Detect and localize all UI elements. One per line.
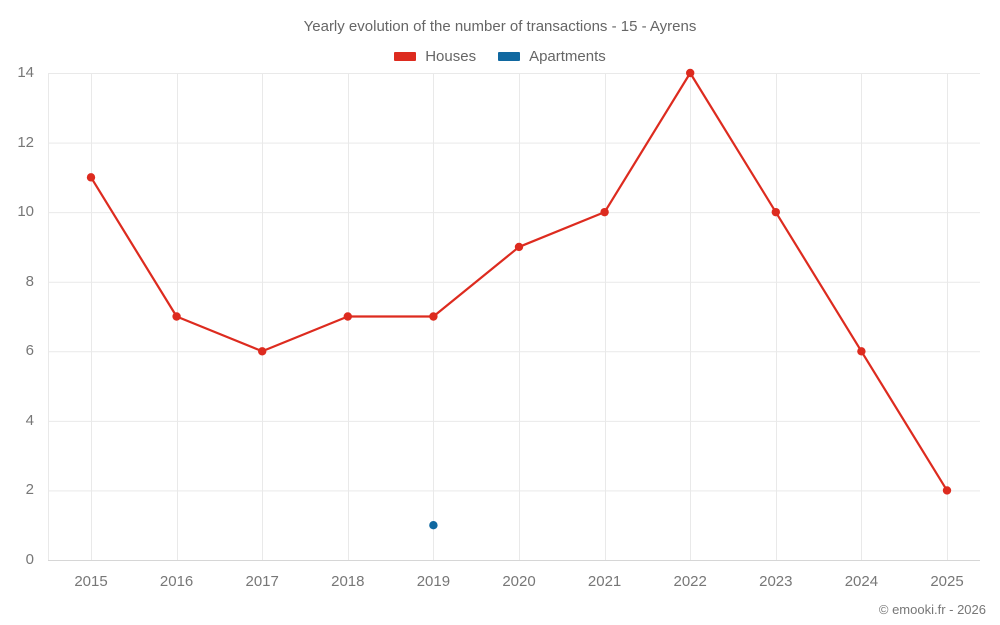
- x-axis-tick-label: 2020: [502, 573, 536, 590]
- y-axis-tick-label: 0: [25, 551, 34, 568]
- y-axis-tick-label: 6: [25, 342, 34, 360]
- y-axis-tick-label: 4: [25, 411, 34, 429]
- legend-item-houses[interactable]: Houses: [394, 48, 476, 65]
- y-axis-tick-label: 14: [17, 64, 34, 81]
- x-axis-tick-label: 2018: [331, 573, 365, 590]
- data-point-houses[interactable]: [429, 312, 438, 321]
- copyright-credit: © emooki.fr - 2026: [878, 602, 986, 617]
- data-point-houses[interactable]: [172, 312, 181, 321]
- data-point-apartments[interactable]: [429, 521, 438, 530]
- data-point-houses[interactable]: [343, 312, 352, 321]
- x-axis-tick-label: 2023: [759, 573, 793, 590]
- y-axis-tick-label: 8: [25, 272, 34, 290]
- x-axis-tick-label: 2015: [74, 573, 108, 590]
- legend-swatch-apartments: [498, 51, 521, 61]
- legend-swatch-houses: [394, 51, 417, 61]
- legend-item-apartments[interactable]: Apartments: [498, 48, 606, 65]
- chart-title: Yearly evolution of the number of transa…: [303, 18, 697, 35]
- legend-label-houses: Houses: [425, 47, 477, 65]
- data-point-houses[interactable]: [942, 486, 952, 495]
- data-point-houses[interactable]: [514, 242, 524, 252]
- x-axis-tick-label: 2021: [587, 573, 622, 590]
- x-axis-tick-label: 2022: [673, 573, 707, 590]
- data-point-houses[interactable]: [86, 173, 96, 182]
- x-axis-tick-label: 2017: [245, 573, 279, 590]
- x-axis-tick-label: 2019: [416, 573, 451, 590]
- y-axis-tick-label: 2: [25, 481, 34, 499]
- y-axis-tick-label: 10: [17, 203, 34, 221]
- data-point-houses[interactable]: [258, 347, 267, 356]
- x-axis-tick-label: 2025: [930, 573, 964, 590]
- data-point-houses[interactable]: [771, 207, 780, 217]
- x-axis-tick-label: 2024: [844, 573, 879, 590]
- data-point-houses[interactable]: [600, 207, 609, 217]
- legend-label-apartments: Apartments: [529, 47, 606, 65]
- chart-legend: Houses Apartments: [0, 46, 1000, 66]
- data-point-houses[interactable]: [857, 347, 866, 356]
- x-axis-tick-label: 2016: [159, 573, 194, 590]
- y-axis-tick-label: 12: [17, 133, 34, 151]
- data-point-houses[interactable]: [686, 68, 695, 78]
